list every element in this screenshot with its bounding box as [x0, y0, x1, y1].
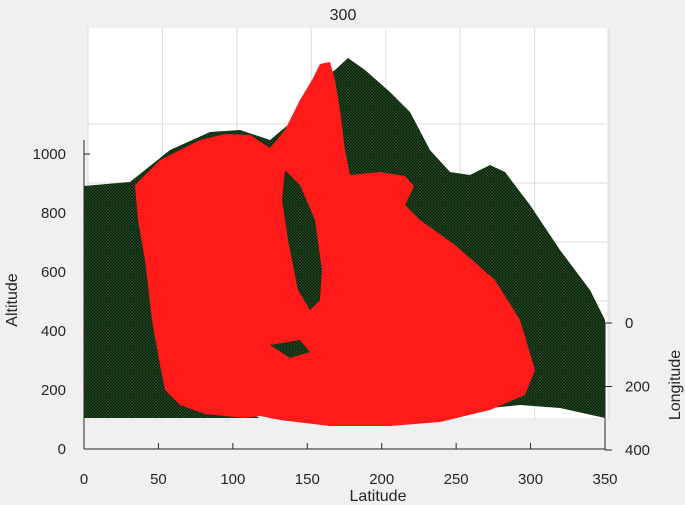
x-tick-label: 350 — [592, 471, 617, 488]
z-tick-label: 1000 — [33, 146, 66, 163]
z-tick-label: 400 — [41, 323, 66, 340]
x-tick-label: 300 — [518, 471, 543, 488]
x-tick-label: 250 — [444, 471, 469, 488]
y-tick-label: 200 — [625, 379, 650, 396]
y-tick-label: 0 — [625, 315, 633, 332]
y-tick-label: 400 — [625, 442, 650, 459]
surface-gap — [270, 340, 310, 358]
x-tick-label: 0 — [80, 471, 88, 488]
y-axis-ticks: 0 200 400 — [605, 315, 650, 459]
x-tick-label: 100 — [220, 471, 245, 488]
x-tick-label: 50 — [150, 471, 167, 488]
z-tick-label: 0 — [58, 441, 66, 458]
z-tick-label: 800 — [41, 205, 66, 222]
valley-shadow — [282, 170, 322, 310]
z-tick-label: 200 — [41, 382, 66, 399]
z-tick-label: 600 — [41, 264, 66, 281]
x-tick-label: 200 — [369, 471, 394, 488]
x-axis-label: Latitude — [350, 488, 407, 505]
highlighted-region — [135, 62, 535, 426]
y-axis-label: Longitude — [667, 350, 684, 420]
x-tick-label: 150 — [295, 471, 320, 488]
x-axis-ticks: 0 50 100 150 200 250 300 350 — [80, 443, 618, 488]
chart-title: 300 — [330, 7, 357, 24]
z-axis-ticks: 0 200 400 600 800 1000 — [33, 146, 90, 458]
z-axis-label: Altitude — [4, 273, 21, 326]
